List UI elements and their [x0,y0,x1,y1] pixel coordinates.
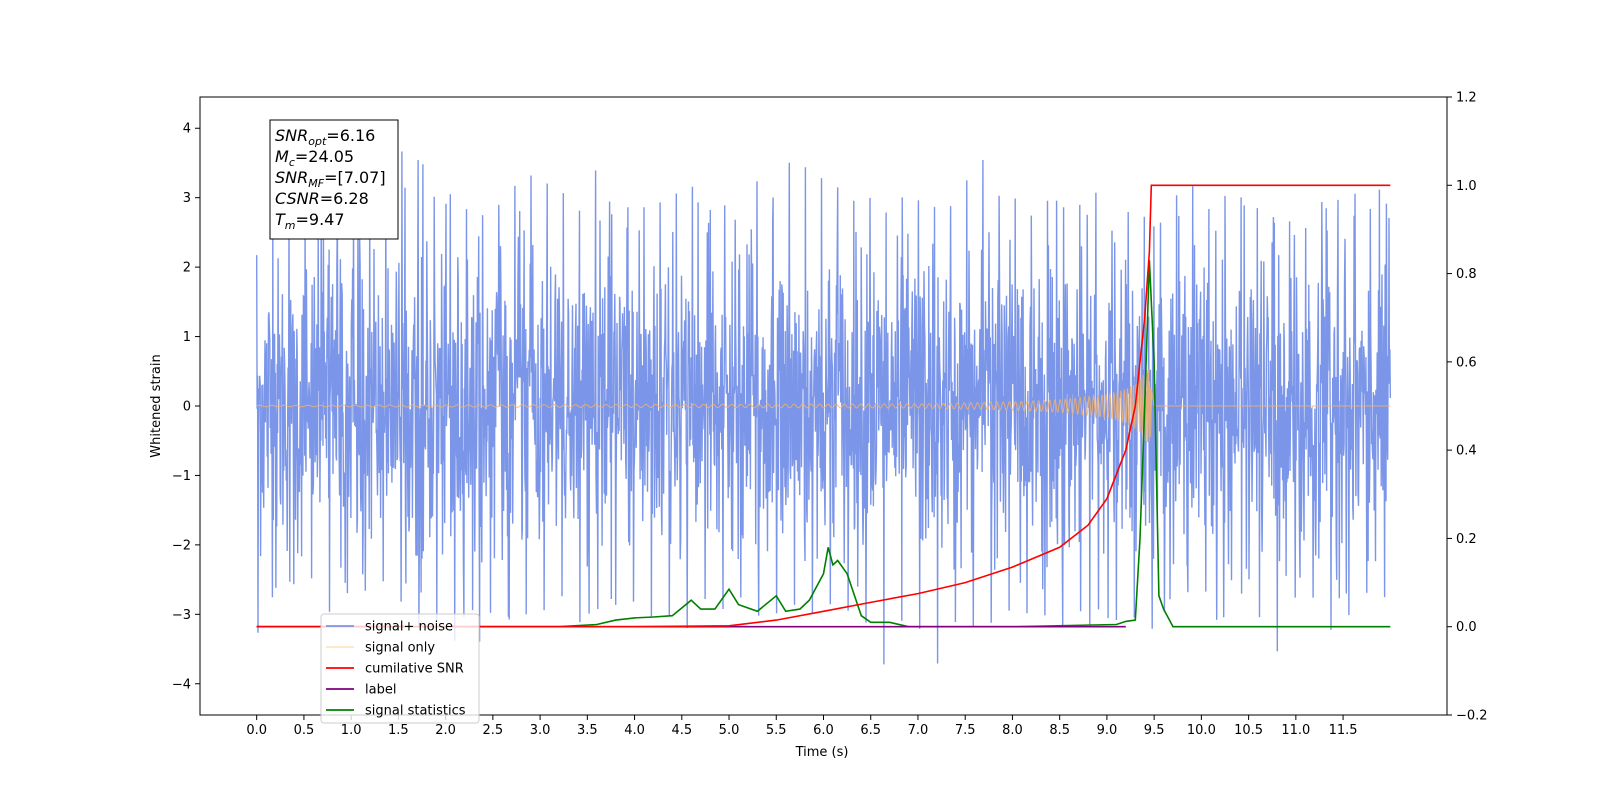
legend: signal+ noise signal only cumilative SNR la… [320,613,480,724]
y-tick-label: 2 [183,261,191,276]
x-tick-label: 2.0 [435,723,456,738]
x-tick-label: 6.5 [860,723,881,738]
signal-statistics-line [256,260,1391,628]
legend-label: signal statistics [365,704,466,719]
x-tick-label: 10.5 [1234,723,1263,738]
x-tick-label: 0.5 [294,723,315,738]
x-tick-label: 4.5 [671,723,692,738]
y2-tick-label: 1.0 [1456,179,1477,194]
x-tick-label: 8.5 [1049,723,1070,738]
x-tick-label: 11.5 [1329,723,1358,738]
plot-area [256,151,1391,665]
y-tick-label: 3 [183,191,191,206]
y-tick-label: 1 [183,330,191,345]
legend-label: signal+ noise [365,620,453,635]
y2-tick-label: 0.6 [1456,355,1477,370]
x-tick-label: 7.5 [955,723,976,738]
x-tick-label: 10.0 [1187,723,1216,738]
y-tick-label: −3 [172,608,191,623]
legend-label: label [365,683,396,698]
stats-annotation-box: SNRopt=6.16Mc=24.05SNRMF=[7.07]CSNR=6.28… [269,119,399,240]
x-tick-label: 2.5 [483,723,504,738]
y2-tick-label: 0.0 [1456,620,1477,635]
annotation-frame [269,119,399,240]
x-tick-label: 5.5 [766,723,787,738]
y-axis-label: Whitened strain [149,354,164,457]
x-tick-label: 3.0 [530,723,551,738]
y2-tick-label: −0.2 [1456,709,1488,724]
annotation-line: SNRMF=[7.07] [275,168,386,190]
x-tick-label: 11.0 [1281,723,1310,738]
signal-noise-line [256,151,1391,665]
y-tick-label: −4 [172,677,191,692]
x-axis: 0.0 0.5 1.0 1.5 2.0 2.5 3.0 3.5 4.0 4.5 5.0 5.5 6.0 6… [246,715,1358,738]
cumulative-snr-line [256,184,1391,628]
x-tick-label: 1.5 [388,723,409,738]
y2-tick-label: 0.4 [1456,444,1477,459]
y-axis-right: −0.2 0.0 0.2 0.4 0.6 0.8 1.0 1.2 [1447,91,1488,724]
x-tick-label: 3.5 [577,723,598,738]
annotation-line: Mc=24.05 [275,147,354,169]
y-axis-left: −4 −3 −2 −1 0 1 2 3 4 [172,122,200,692]
x-tick-label: 9.5 [1144,723,1165,738]
legend-label: signal only [365,641,435,656]
y-tick-label: 4 [183,122,191,137]
x-tick-label: 4.0 [624,723,645,738]
y-tick-label: −1 [172,469,191,484]
annotation-line: Tm=9.47 [275,210,345,232]
legend-label: cumilative SNR [365,662,464,677]
x-tick-label: 6.0 [813,723,834,738]
x-tick-label: 9.0 [1097,723,1118,738]
y-tick-label: −2 [172,538,191,553]
signal-only-line [256,368,1391,442]
annotation-line: CSNR=6.28 [275,189,369,208]
x-tick-label: 7.0 [908,723,929,738]
x-tick-label: 1.0 [341,723,362,738]
x-axis-label: Time (s) [795,745,849,760]
y2-tick-label: 0.2 [1456,532,1477,547]
legend-frame [320,613,480,724]
y2-tick-label: 0.8 [1456,267,1477,282]
annotation-line: SNRopt=6.16 [275,126,375,148]
y-tick-label: 0 [183,400,191,415]
x-tick-label: 0.0 [246,723,267,738]
x-tick-label: 5.0 [719,723,740,738]
y2-tick-label: 1.2 [1456,91,1477,106]
x-tick-label: 8.0 [1002,723,1023,738]
